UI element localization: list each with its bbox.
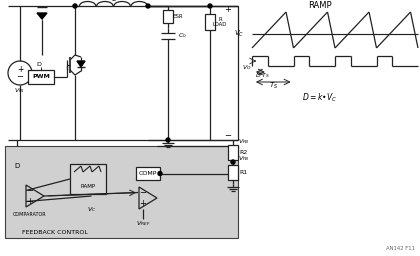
- Bar: [163, 10, 173, 23]
- Text: FEEDBACK CONTROL: FEEDBACK CONTROL: [22, 229, 88, 234]
- Text: +: +: [26, 197, 34, 206]
- Bar: [28, 70, 54, 84]
- Text: R
LOAD: R LOAD: [213, 17, 227, 27]
- Text: D: D: [37, 62, 42, 68]
- Text: −: −: [225, 132, 231, 141]
- Text: AN142 F11: AN142 F11: [386, 246, 415, 251]
- Bar: [228, 165, 238, 180]
- Circle shape: [208, 4, 212, 8]
- Text: +: +: [225, 5, 231, 15]
- Polygon shape: [77, 61, 85, 67]
- Polygon shape: [37, 13, 47, 19]
- Text: R1: R1: [239, 170, 247, 176]
- Circle shape: [166, 138, 170, 142]
- Circle shape: [146, 4, 150, 8]
- Text: +: +: [17, 65, 23, 73]
- Text: $C_0$: $C_0$: [178, 31, 186, 40]
- Text: RAMP: RAMP: [308, 1, 332, 9]
- Text: $D = k • V_C$: $D = k • V_C$: [302, 92, 338, 104]
- Text: $V_{FB}$: $V_{FB}$: [238, 137, 249, 146]
- Circle shape: [231, 160, 235, 164]
- Text: RAMP: RAMP: [81, 184, 96, 188]
- Text: −: −: [16, 72, 24, 81]
- Text: COMPARATOR: COMPARATOR: [13, 211, 47, 217]
- Text: +: +: [139, 198, 147, 208]
- Circle shape: [158, 172, 162, 176]
- Text: ESR: ESR: [173, 15, 183, 19]
- Text: PWM: PWM: [32, 74, 50, 80]
- Bar: [136, 167, 160, 180]
- Bar: [70, 164, 106, 194]
- Text: $V_C$: $V_C$: [234, 29, 244, 39]
- Text: −: −: [26, 187, 34, 196]
- Text: $V_{FB}$: $V_{FB}$: [238, 155, 249, 163]
- Text: $V_{REF}$: $V_{REF}$: [136, 220, 150, 228]
- Text: $V_{IN}$: $V_{IN}$: [13, 87, 24, 95]
- Bar: [228, 145, 238, 160]
- Text: $T_S$: $T_S$: [269, 81, 278, 91]
- Text: COMP: COMP: [139, 171, 157, 176]
- Bar: [5, 146, 238, 238]
- Circle shape: [73, 4, 77, 8]
- Text: R2: R2: [239, 151, 247, 155]
- Text: L: L: [112, 0, 116, 2]
- Text: $V_C$: $V_C$: [87, 206, 96, 215]
- Text: $V_O$: $V_O$: [242, 63, 252, 72]
- Text: $D{\cdot}T_S$: $D{\cdot}T_S$: [255, 71, 270, 80]
- Text: D: D: [14, 163, 20, 169]
- Text: −: −: [139, 188, 147, 197]
- Bar: [205, 14, 215, 30]
